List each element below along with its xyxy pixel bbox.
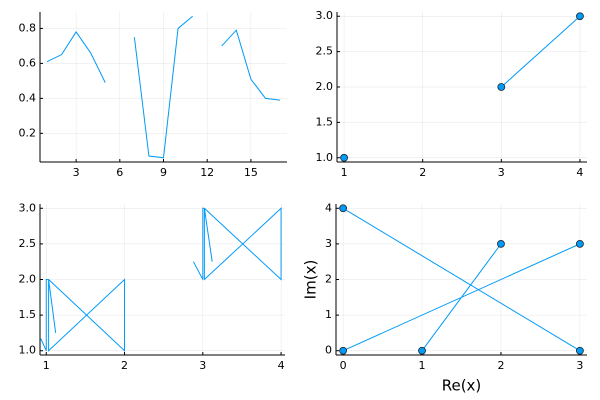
x-tick-label: 12 [200, 166, 214, 179]
y-tick-label: 4 [325, 201, 332, 214]
x-axis-label: Re(x) [442, 377, 482, 395]
y-tick-label: 3.0 [316, 9, 334, 22]
y-tick-label: 2.5 [316, 45, 334, 58]
marker [497, 83, 506, 91]
y-tick-label: 0 [325, 344, 332, 357]
marker [497, 239, 505, 248]
y-axis-label: Im(x) [302, 260, 320, 300]
marker [576, 12, 584, 21]
line [500, 15, 581, 88]
x-tick-label: 3 [199, 359, 206, 372]
marker [340, 153, 348, 162]
marker [575, 239, 584, 248]
line [342, 207, 581, 352]
marker [575, 346, 584, 355]
y-tick-label: 0.8 [19, 21, 37, 34]
x-tick-label: 2 [419, 166, 426, 179]
marker [418, 346, 426, 355]
x-tick-label: 2 [497, 359, 504, 372]
y-tick-label: 1.5 [19, 308, 37, 321]
y-tick-label: 0.2 [19, 126, 37, 139]
x-tick-label: 0 [340, 359, 347, 372]
x-tick-label: 2 [121, 359, 128, 372]
x-tick-label: 1 [43, 359, 50, 372]
x-tick-label: 4 [576, 166, 583, 179]
marker [339, 346, 348, 355]
y-tick-label: 1.5 [316, 115, 334, 128]
y-tick-label: 2.0 [19, 273, 37, 286]
y-tick-label: 2.0 [316, 80, 334, 93]
x-tick-label: 1 [341, 166, 348, 179]
x-tick-label: 1 [419, 359, 426, 372]
y-tick-label: 1.0 [19, 344, 37, 357]
x-tick-label: 9 [160, 166, 167, 179]
y-tick-label: 2.5 [19, 237, 37, 250]
y-tick-label: 1 [325, 308, 332, 321]
x-tick-label: 3 [498, 166, 505, 179]
y-tick-label: 2 [325, 273, 332, 286]
line [40, 207, 282, 352]
line [46, 15, 281, 159]
x-tick-label: 6 [116, 166, 123, 179]
y-tick-label: 0.6 [19, 56, 37, 69]
x-tick-label: 15 [244, 166, 258, 179]
y-tick-label: 3.0 [19, 201, 37, 214]
x-tick-label: 3 [73, 166, 80, 179]
x-tick-label: 4 [278, 359, 285, 372]
x-tick-label: 3 [576, 359, 583, 372]
y-tick-label: 3 [325, 237, 332, 250]
marker [339, 204, 348, 213]
y-tick-label: 1.0 [316, 151, 334, 164]
y-tick-label: 0.4 [19, 91, 37, 104]
